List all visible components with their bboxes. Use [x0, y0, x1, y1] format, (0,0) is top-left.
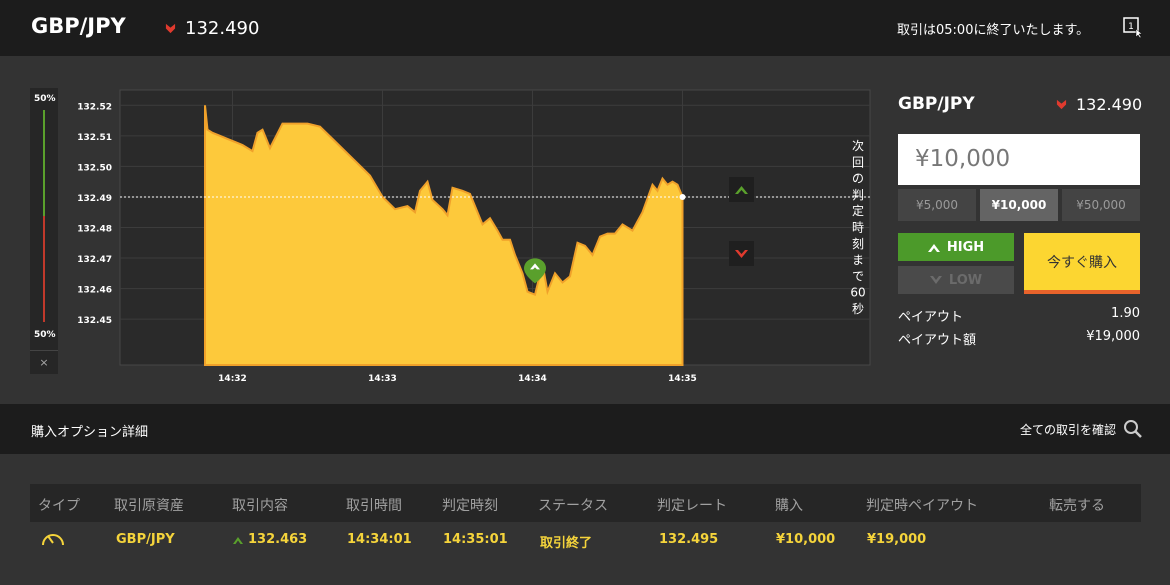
col-status: ステータス — [538, 498, 608, 514]
x-tick-label: 14:34 — [518, 374, 547, 384]
col-payout: 判定時ペイアウト — [866, 498, 978, 514]
current-price-value: 132.490 — [185, 18, 260, 39]
low-arrow-icon — [929, 275, 942, 284]
col-rate: 判定レート — [657, 498, 727, 514]
col-resell: 転売する — [1049, 498, 1105, 514]
row-purchase: ¥10,000 — [776, 532, 836, 547]
payout-amount-row: ペイアウト額 ¥19,000 — [898, 329, 1140, 348]
buy-now-button[interactable]: 今すぐ購入 — [1024, 233, 1140, 294]
row-time: 14:34:01 — [347, 532, 412, 547]
payout-row: ペイアウト 1.90 — [898, 306, 1140, 325]
high-button[interactable]: HIGH — [898, 233, 1014, 261]
amount-input[interactable]: ¥10,000 — [898, 134, 1140, 185]
price-chart: 132.52 132.51 132.50 132.49 132.48 132.47 132.… — [77, 89, 872, 384]
amount-10000-button[interactable]: ¥10,000 — [980, 189, 1058, 221]
y-tick-label: 132.50 — [77, 163, 112, 173]
countdown-char: 回 — [852, 155, 864, 169]
entry-marker-icon — [524, 258, 546, 284]
trading-end-notice: 取引は05:00に終了いたします。 — [897, 23, 1090, 38]
countdown-char: 判 — [852, 188, 864, 202]
x-tick-label: 14:32 — [218, 374, 247, 384]
sentiment-meter: 50% 50% × — [30, 88, 58, 374]
x-tick-label: 14:33 — [368, 374, 397, 384]
low-indicator-icon — [729, 241, 754, 266]
trade-price: 132.490 — [1056, 95, 1142, 114]
countdown-char: 60 — [850, 286, 865, 300]
y-tick-label: 132.49 — [77, 194, 112, 204]
high-arrow-icon — [927, 243, 940, 252]
trade-pair-title: GBP/JPY — [898, 94, 975, 114]
countdown-char: 時 — [852, 221, 864, 235]
col-content: 取引内容 — [232, 498, 288, 514]
row-content-rate: 132.463 — [248, 532, 308, 547]
high-arrow-icon — [233, 536, 243, 544]
trades-table: タイプ 取引原資産 取引内容 取引時間 判定時刻 ステータス 判定レート 購入 … — [0, 454, 1170, 585]
search-icon[interactable] — [1123, 419, 1143, 439]
row-content: 132.463 — [233, 532, 307, 547]
meter-low-bar — [43, 216, 45, 322]
payout-label: ペイアウト — [898, 310, 964, 325]
low-button-label: LOW — [948, 272, 983, 288]
meter-bottom-label: 50% — [34, 330, 56, 340]
row-asset: GBP/JPY — [116, 532, 175, 547]
view-all-trades-link[interactable]: 全ての取引を確認 — [1020, 423, 1117, 437]
col-time: 取引時間 — [346, 498, 402, 514]
table-header: タイプ 取引原資産 取引内容 取引時間 判定時刻 ステータス 判定レート 購入 … — [30, 484, 1141, 522]
trade-price-value: 132.490 — [1076, 95, 1143, 114]
pair-title: GBP/JPY — [31, 14, 126, 38]
down-arrow-icon — [165, 23, 176, 34]
purchase-details-title: 購入オプション詳細 — [31, 425, 149, 440]
row-status: 取引終了 — [540, 536, 593, 551]
current-rate-dot — [679, 193, 686, 200]
y-tick-label: 132.51 — [77, 133, 112, 143]
x-tick-label: 14:35 — [668, 374, 697, 384]
y-tick-label: 132.46 — [77, 286, 112, 296]
payout-amount-value: ¥19,000 — [1086, 329, 1140, 344]
row-judge-time: 14:35:01 — [443, 532, 508, 547]
window-count-badge: 1 — [1128, 22, 1134, 32]
meter-top-label: 50% — [34, 94, 56, 104]
meter-high-bar — [43, 110, 45, 216]
col-asset: 取引原資産 — [114, 498, 184, 514]
countdown-char: の — [852, 172, 864, 186]
col-judge-time: 判定時刻 — [442, 498, 498, 514]
high-indicator-icon — [729, 177, 754, 202]
payout-amount-label: ペイアウト額 — [898, 333, 977, 348]
col-purchase: 購入 — [775, 498, 803, 514]
purchase-details-bar: 購入オプション詳細 全ての取引を確認 — [0, 404, 1170, 454]
y-tick-label: 132.47 — [77, 255, 112, 265]
row-rate: 132.495 — [659, 532, 719, 547]
amount-5000-button[interactable]: ¥5,000 — [898, 189, 976, 221]
meter-close-button[interactable]: × — [30, 350, 58, 374]
countdown-char: 秒 — [852, 302, 864, 316]
countdown-char: 刻 — [852, 237, 864, 251]
payout-value: 1.90 — [1111, 306, 1140, 321]
high-button-label: HIGH — [946, 239, 985, 255]
y-tick-label: 132.48 — [77, 225, 112, 235]
countdown-char: ま — [852, 253, 864, 267]
window-count-icon[interactable]: 1 — [1123, 16, 1143, 38]
gauge-icon — [42, 534, 64, 546]
countdown-char: 定 — [852, 203, 864, 218]
current-price: 132.490 — [165, 18, 259, 39]
low-button[interactable]: LOW — [898, 266, 1014, 294]
price-area — [204, 105, 684, 366]
col-type: タイプ — [38, 498, 80, 514]
row-payout: ¥19,000 — [867, 532, 927, 547]
amount-50000-button[interactable]: ¥50,000 — [1062, 189, 1140, 221]
y-tick-label: 132.52 — [77, 102, 112, 112]
countdown-char: で — [852, 269, 864, 283]
countdown-char: 次 — [852, 139, 864, 153]
y-tick-label: 132.45 — [77, 316, 112, 326]
down-arrow-icon — [1056, 99, 1067, 110]
top-bar: GBP/JPY 132.490 取引は05:00に終了いたします。 1 — [0, 0, 1170, 56]
